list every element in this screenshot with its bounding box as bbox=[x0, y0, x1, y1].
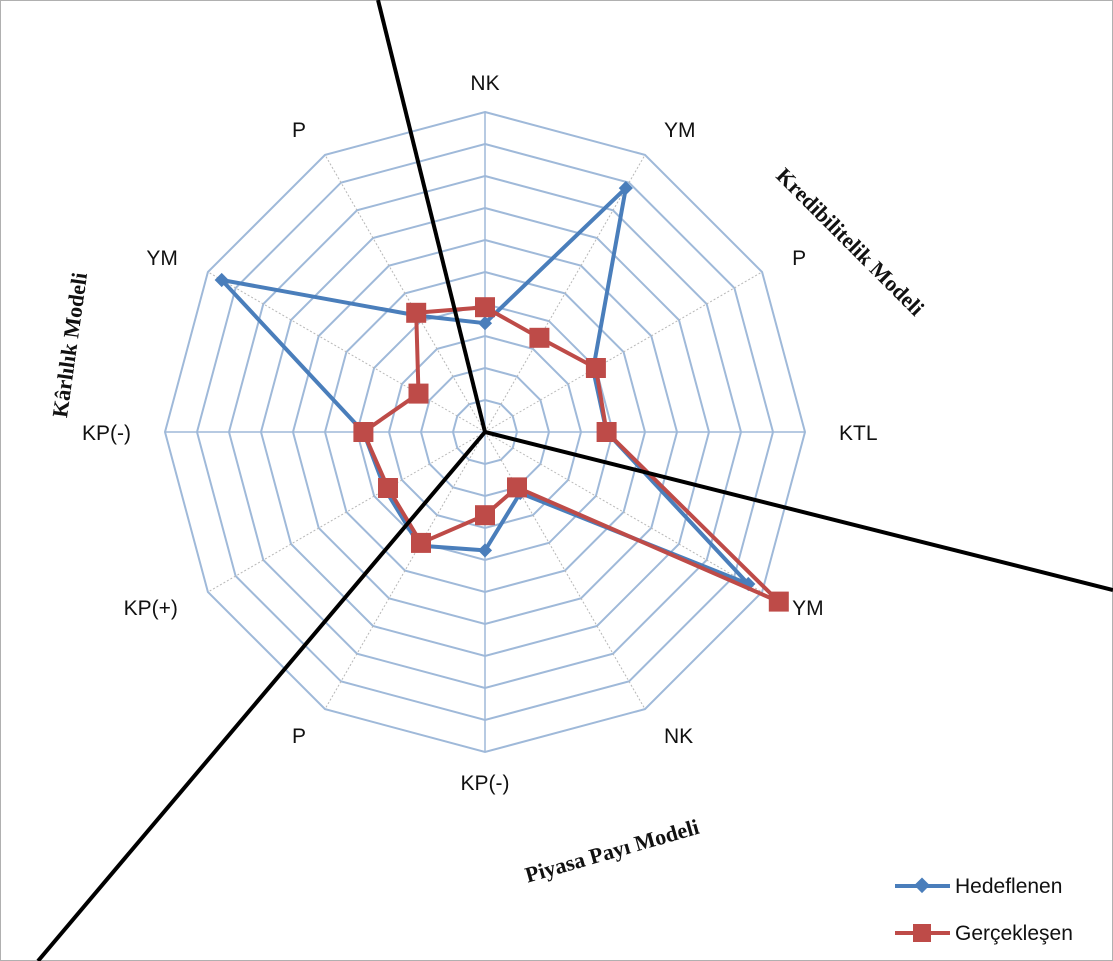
data-point-gerceklesen bbox=[475, 505, 495, 526]
data-point-gerceklesen bbox=[406, 302, 427, 323]
data-point-hedeflenen bbox=[618, 181, 633, 196]
data-point-gerceklesen bbox=[768, 591, 789, 612]
grid-spoke bbox=[484, 271, 763, 433]
axis-label: YM bbox=[146, 247, 178, 270]
grid-spoke bbox=[484, 154, 646, 433]
legend-marker-gerceklesen bbox=[913, 924, 931, 942]
axis-label: KTL bbox=[839, 422, 878, 445]
divider-line-top bbox=[376, 0, 487, 433]
data-point-hedeflenen bbox=[214, 272, 229, 288]
grid-spoke bbox=[324, 431, 486, 710]
divider-line-right bbox=[484, 430, 1113, 592]
legend-marker-hedeflenen bbox=[914, 877, 930, 894]
data-point-gerceklesen bbox=[411, 532, 431, 553]
axis-labels: NK YM P KTL YM NK KP(-) P KP(+) KP(-) YM P bbox=[82, 72, 878, 795]
grid-spoke bbox=[484, 431, 763, 593]
axis-label: KP(+) bbox=[124, 597, 178, 620]
axis-label: YM bbox=[792, 597, 824, 620]
axis-label: NK bbox=[664, 725, 693, 748]
data-point-gerceklesen bbox=[507, 477, 527, 498]
axis-label: P bbox=[292, 725, 306, 748]
axis-label: NK bbox=[470, 72, 499, 95]
axis-label: KP(-) bbox=[461, 772, 510, 795]
axis-label: P bbox=[292, 119, 306, 142]
data-point-hedeflenen bbox=[477, 316, 493, 331]
model-label-karlilik: Kârlılık Modeli bbox=[47, 271, 92, 419]
radar-series bbox=[214, 181, 789, 612]
grid-spoke bbox=[207, 271, 486, 433]
divider-line-bottom-left bbox=[36, 430, 487, 961]
model-dividers bbox=[36, 0, 1113, 961]
axis-label: YM bbox=[664, 119, 696, 142]
model-label-kredibilitelik: Kredibilitelik Modeli bbox=[771, 163, 929, 321]
data-point-gerceklesen bbox=[596, 422, 617, 442]
chart-legend: Hedeflenen Gerçekleşen bbox=[895, 875, 1073, 945]
data-point-hedeflenen bbox=[477, 543, 493, 558]
data-point-gerceklesen bbox=[408, 383, 429, 404]
axis-label: P bbox=[792, 247, 806, 270]
data-point-gerceklesen bbox=[353, 422, 374, 442]
legend-item-hedeflenen: Hedeflenen bbox=[895, 875, 1062, 898]
data-point-gerceklesen bbox=[378, 478, 398, 498]
data-point-gerceklesen bbox=[529, 327, 550, 348]
grid-spoke bbox=[324, 154, 486, 433]
model-label-piyasa-payi: Piyasa Payı Modeli bbox=[522, 814, 702, 888]
legend-label-hedeflenen: Hedeflenen bbox=[955, 875, 1062, 898]
axis-label: KP(-) bbox=[82, 422, 131, 445]
legend-item-gerceklesen: Gerçekleşen bbox=[895, 922, 1073, 945]
data-point-gerceklesen bbox=[585, 358, 606, 378]
data-point-gerceklesen bbox=[475, 297, 495, 318]
grid-spoke bbox=[207, 431, 486, 593]
legend-label-gerceklesen: Gerçekleşen bbox=[955, 922, 1073, 945]
